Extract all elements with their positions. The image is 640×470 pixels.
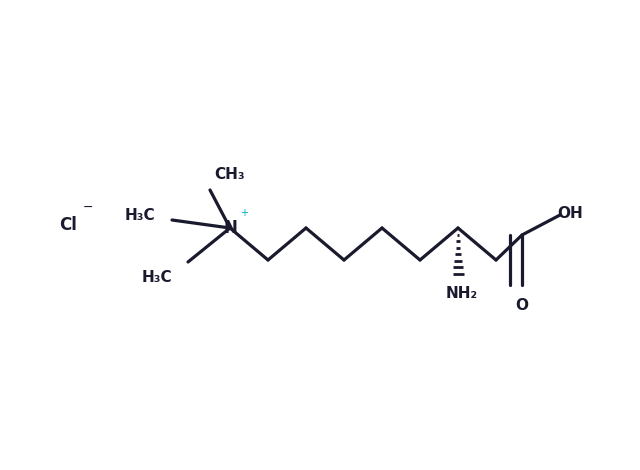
Text: +: + [240, 208, 248, 218]
Text: Cl: Cl [59, 216, 77, 234]
Text: OH: OH [557, 205, 583, 220]
Text: N: N [223, 219, 237, 237]
Text: O: O [515, 298, 529, 313]
Text: H₃C: H₃C [124, 207, 155, 222]
Text: NH₂: NH₂ [446, 287, 478, 301]
Text: H₃C: H₃C [141, 271, 172, 285]
Text: CH₃: CH₃ [214, 166, 244, 181]
Text: −: − [83, 201, 93, 213]
